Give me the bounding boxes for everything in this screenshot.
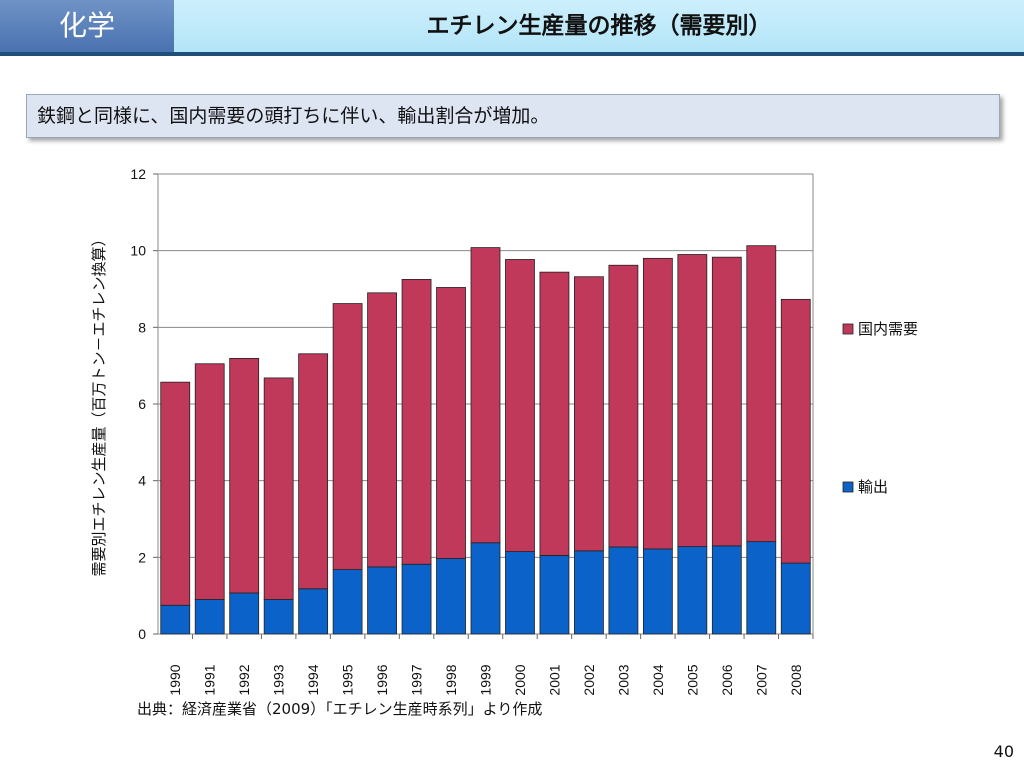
bar-domestic — [608, 264, 639, 548]
subject-tab: 化学 — [0, 0, 174, 52]
x-tick-label: 2000 — [512, 664, 528, 695]
bar-domestic — [677, 254, 708, 548]
y-axis-label: 需要別エチレン生産量（百万トン－エチレン換算） — [90, 231, 108, 576]
x-tick-label: 1992 — [236, 664, 252, 695]
bar-domestic — [642, 257, 673, 550]
bar-domestic — [298, 353, 329, 590]
slide-header: 化学 エチレン生産量の推移（需要別） — [0, 0, 1024, 56]
bar-domestic — [780, 298, 811, 564]
x-tick-label: 2006 — [719, 664, 735, 695]
bar-export — [608, 546, 639, 635]
bar-domestic — [470, 247, 501, 544]
bar-domestic — [505, 259, 535, 552]
bar-export — [263, 599, 294, 635]
x-tick-label: 2003 — [615, 664, 631, 695]
bar-export — [642, 548, 673, 635]
y-tick-label: 8 — [138, 319, 146, 335]
y-tick-label: 12 — [130, 166, 146, 182]
x-tick-label: 2004 — [650, 664, 666, 695]
x-tick-label: 1995 — [340, 664, 356, 695]
slide-title: エチレン生産量の推移（需要別） — [426, 13, 772, 39]
bar-export — [401, 563, 432, 635]
bar-domestic — [263, 377, 294, 600]
title-band: エチレン生産量の推移（需要別） — [174, 0, 1024, 52]
bar-export — [470, 542, 501, 635]
bar-domestic — [539, 271, 570, 556]
x-tick-label: 1998 — [443, 664, 459, 695]
bar-export — [229, 592, 260, 635]
x-tick-label: 1996 — [374, 664, 390, 695]
y-tick-label: 6 — [138, 396, 146, 412]
bar-export — [711, 545, 742, 635]
y-tick-label: 10 — [130, 243, 146, 259]
x-tick-label: 2008 — [788, 664, 804, 695]
bar-export — [780, 562, 811, 635]
bar-export — [194, 599, 225, 635]
bar-domestic — [367, 292, 397, 568]
x-tick-label: 1994 — [305, 664, 321, 695]
bar-domestic — [229, 357, 260, 594]
x-tick-label: 1999 — [478, 664, 494, 695]
bar-domestic — [160, 381, 191, 606]
bar-domestic — [711, 256, 742, 547]
bar-export — [539, 555, 570, 635]
bar-domestic — [332, 303, 363, 570]
bar-export — [160, 604, 191, 635]
bar-export — [505, 551, 535, 635]
y-tick-label: 2 — [138, 549, 146, 565]
y-tick-label: 4 — [138, 473, 146, 489]
header-divider — [0, 52, 1024, 56]
x-tick-label: 2001 — [546, 664, 562, 695]
bar-export — [677, 546, 708, 635]
y-tick-label: 0 — [138, 626, 146, 642]
source-note: 出典：経済産業省（2009）「エチレン生産時系列」より作成 — [137, 700, 543, 718]
ethylene-production-chart: 0 2 4 6 8 10 12 1990 1991 1992 1993 1994 1995 1996 199… — [90, 166, 918, 696]
bar-domestic — [436, 287, 466, 559]
bar-domestic — [746, 245, 777, 543]
bar-domestic — [401, 279, 432, 565]
legend-swatch — [842, 323, 854, 335]
x-tick-label: 2002 — [581, 664, 597, 695]
bar-domestic — [194, 363, 225, 600]
bar-export — [574, 550, 604, 635]
x-tick-label: 1993 — [271, 664, 287, 695]
bar-domestic — [574, 276, 604, 552]
legend-label: 国内需要 — [858, 320, 918, 338]
bar-export — [436, 558, 466, 635]
page-number: 40 — [993, 742, 1014, 761]
x-tick-label: 1990 — [167, 664, 183, 695]
legend-swatch — [842, 481, 854, 493]
bar-export — [367, 566, 397, 635]
bar-export — [332, 569, 363, 635]
x-tick-label: 1991 — [202, 664, 218, 695]
legend-label: 輸出 — [858, 478, 888, 496]
x-tick-label: 2005 — [684, 664, 700, 695]
bar-export — [298, 588, 329, 635]
bar-export — [746, 541, 777, 635]
x-tick-label: 2007 — [753, 664, 769, 695]
key-message-box: 鉄鋼と同様に、国内需要の頭打ちに伴い、輸出割合が増加。 — [26, 94, 1000, 138]
x-tick-label: 1997 — [409, 664, 425, 695]
